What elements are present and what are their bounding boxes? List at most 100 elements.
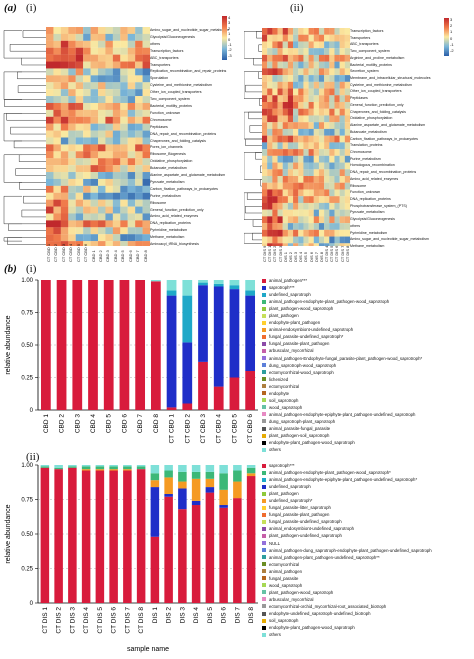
heatmap-cell [46, 165, 54, 173]
heatmap-row-label: Amino_sugar_and_nucleotide_sugar_metabol… [150, 28, 229, 32]
legend-label: animal-endosymbiont-undefined_saprotroph [269, 327, 354, 333]
heatmap-cell [142, 206, 151, 214]
legend-item: undefined_saprotroph* [262, 497, 432, 504]
heatmap-cell [329, 54, 335, 62]
heatmap-row-label: Methane_metabolism [150, 235, 185, 240]
heatmap-cell [313, 54, 320, 62]
heatmap-cell [293, 142, 299, 150]
heatmap-row-label: Cysteine_and_methionine_metabolism [150, 83, 212, 88]
heatmap-cell [267, 122, 273, 130]
heatmap-row-label: Secretion_system [350, 69, 379, 74]
heatmap-cell [83, 234, 91, 242]
heatmap-cell [142, 213, 151, 221]
heatmap-cell [262, 135, 268, 143]
heatmap-cell [308, 142, 314, 150]
heatmap-cell [267, 223, 273, 230]
heatmap-col-label: CBD 6 [127, 250, 133, 262]
heatmap-cell [68, 220, 76, 228]
heatmap-cell [142, 75, 151, 83]
heatmap-cell [75, 241, 84, 246]
heatmap-cell [90, 47, 99, 55]
heatmap-cell [313, 28, 320, 35]
heatmap-cell [329, 115, 335, 123]
heatmap-cell [313, 108, 320, 116]
heatmap-cell [68, 82, 76, 90]
heatmap-cell [83, 213, 91, 221]
heatmap-cell [53, 213, 61, 221]
heatmap-cell [120, 27, 128, 35]
heatmap-cell [282, 68, 288, 76]
bar-segment [150, 280, 161, 282]
heatmap-cell [277, 122, 283, 130]
heatmap-cell [282, 149, 288, 156]
heatmap-cell [53, 27, 61, 35]
heatmap-cell [105, 220, 113, 228]
legend-item: endophyte-undefined_saprotroph-undefined… [262, 610, 432, 617]
heatmap-cell [267, 115, 273, 123]
legend-item: fungal_parasite-plant_pathogen [262, 340, 422, 347]
heatmap-cell [298, 61, 304, 69]
heatmap-cell [127, 116, 136, 124]
bar-segment [68, 465, 77, 467]
heatmap-cell [60, 33, 69, 41]
heatmap-cell [60, 47, 69, 55]
bar-segment [233, 481, 242, 499]
legend-label: animal_pathogen-plant_pathogen-undefined… [269, 554, 380, 560]
heatmap-cell [112, 102, 121, 110]
heatmap-row-label: Transporters [350, 35, 371, 40]
heatmap-cell [90, 172, 99, 180]
heatmap-row-label: Ribosome_Biogenesis [150, 152, 186, 157]
heatmap-cell [267, 229, 273, 237]
heatmap-cell [127, 178, 136, 186]
heatmap-cell [277, 176, 283, 183]
heatmap-cell [267, 95, 273, 103]
legend-label: endophyte-plant_pathogen-wood_saprotroph [269, 625, 355, 631]
heatmap-cell [308, 48, 314, 56]
colorbar-tick: -1 [228, 42, 232, 48]
heatmap-cell [324, 75, 330, 82]
heatmap-cell [339, 149, 345, 156]
legend-item: wood_saprotroph [262, 582, 432, 589]
heatmap-cell [339, 61, 345, 69]
heatmap-cell [105, 54, 113, 62]
legend-label: animal_pathogen-endophyte-plant_pathogen… [269, 299, 390, 305]
heatmap-cell [282, 196, 288, 204]
bar-chart-ii-legend: saprotroph*** animal_pathogen-endophyte-p… [262, 462, 432, 638]
heatmap-cell [318, 243, 325, 246]
heatmap-cell [68, 96, 76, 104]
heatmap-cell [98, 33, 106, 41]
heatmap-row-label: DNA_repair_and_recombination_proteins [350, 170, 417, 175]
heatmap-cell [75, 165, 84, 173]
heatmap-cell [318, 88, 325, 96]
heatmap-cell [120, 109, 128, 117]
bar-segment [164, 470, 173, 478]
heatmap-cell [324, 236, 330, 244]
heatmap-cell [105, 192, 113, 200]
heatmap-cell [127, 192, 136, 200]
legend-item: NULL [262, 540, 432, 547]
heatmap-cell [313, 115, 320, 123]
heatmap-cell [339, 162, 345, 170]
heatmap-cell [83, 75, 91, 83]
legend-swatch [262, 370, 266, 375]
heatmap-cell [277, 223, 283, 230]
heatmap-cell [339, 88, 345, 96]
heatmap-cell [68, 123, 76, 131]
y-tick-label: 0 [30, 601, 34, 607]
legend-item: saprotroph*** [262, 284, 422, 291]
heatmap-cell [334, 122, 340, 130]
heatmap-cell [262, 169, 268, 177]
heatmap-cell [344, 176, 351, 183]
heatmap-cell [339, 115, 345, 123]
heatmap-cell [344, 216, 351, 224]
heatmap-cell [277, 61, 283, 69]
heatmap-cell [329, 149, 335, 156]
heatmap-cell [135, 68, 143, 76]
heatmap-cell [329, 41, 335, 49]
heatmap-cell [120, 199, 128, 207]
heatmap-cell [267, 34, 273, 42]
heatmap-cell [105, 27, 113, 35]
legend-swatch [262, 285, 266, 290]
heatmap-cell [272, 34, 278, 42]
heatmap-cell [267, 88, 273, 96]
